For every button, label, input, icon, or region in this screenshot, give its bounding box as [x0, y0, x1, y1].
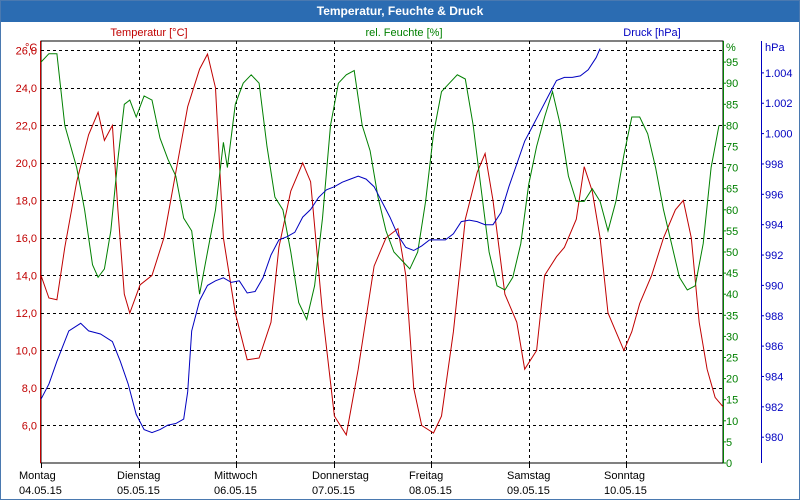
humidity-tick-label: 50 [726, 247, 738, 259]
temperature-tick-label: 24,0 [16, 83, 37, 95]
humidity-tick-label: 80 [726, 120, 738, 132]
pressure-tick-label: 990 [765, 280, 783, 292]
humidity-tick-label: 30 [726, 331, 738, 343]
pressure-tick-label: 1.000 [765, 129, 793, 141]
chart-title: Temperatur, Feuchte & Druck [1, 1, 799, 22]
temperature-axis-title: Temperatur [°C] [110, 27, 187, 39]
humidity-tick-label: 0 [726, 458, 732, 470]
humidity-tick-label: 10 [726, 416, 738, 428]
temperature-tick-label: 22,0 [16, 120, 37, 132]
pressure-series-line [40, 48, 601, 434]
temperature-series-line [40, 52, 724, 437]
humidity-tick-label: 25 [726, 353, 738, 365]
date-label: 10.05.15 [604, 485, 647, 497]
date-label: 05.05.15 [117, 485, 160, 497]
temperature-tick-label: 10,0 [16, 345, 37, 357]
humidity-tick-label: 70 [726, 163, 738, 175]
pressure-tick-label: 998 [765, 159, 783, 171]
temperature-tick-label: 26,0 [16, 45, 37, 57]
humidity-tick-label: 90 [726, 78, 738, 90]
humidity-tick-label: 60 [726, 205, 738, 217]
humidity-tick-label: 75 [726, 142, 738, 154]
humidity-tick-label: 35 [726, 310, 738, 322]
humidity-tick-label: 65 [726, 184, 738, 196]
day-label: Sonntag [604, 470, 645, 482]
humidity-tick-label: 55 [726, 226, 738, 238]
day-label: Montag [19, 470, 56, 482]
temperature-tick-label: 6,0 [22, 420, 37, 432]
pressure-tick-label: 980 [765, 432, 783, 444]
pressure-tick-label: 984 [765, 371, 783, 383]
pressure-axis-title: Druck [hPa] [623, 27, 680, 39]
temperature-tick-label: 16,0 [16, 233, 37, 245]
date-label: 07.05.15 [312, 485, 355, 497]
humidity-series-line [40, 53, 720, 322]
date-label: 06.05.15 [214, 485, 257, 497]
plot-area [40, 40, 724, 464]
humidity-tick-label: 5 [726, 437, 732, 449]
day-label: Freitag [409, 470, 443, 482]
temperature-unit-label: °C [25, 42, 37, 54]
pressure-tick-label: 986 [765, 341, 783, 353]
humidity-tick-label: 85 [726, 99, 738, 111]
pressure-tick-label: 994 [765, 220, 783, 232]
day-label: Mittwoch [214, 470, 257, 482]
pressure-tick-label: 982 [765, 402, 783, 414]
temperature-tick-label: 12,0 [16, 308, 37, 320]
temperature-tick-label: 18,0 [16, 195, 37, 207]
pressure-tick-label: 996 [765, 189, 783, 201]
humidity-tick-label: 20 [726, 374, 738, 386]
pressure-unit-label: hPa [765, 42, 785, 54]
day-label: Samstag [507, 470, 550, 482]
day-label: Dienstag [117, 470, 160, 482]
day-label: Donnerstag [312, 470, 369, 482]
humidity-tick-label: 95 [726, 57, 738, 69]
humidity-axis-title: rel. Feuchte [%] [365, 27, 442, 39]
humidity-tick-label: 15 [726, 395, 738, 407]
temperature-tick-label: 8,0 [22, 383, 37, 395]
date-label: 08.05.15 [409, 485, 452, 497]
pressure-tick-label: 1.004 [765, 68, 793, 80]
humidity-tick-label: 45 [726, 268, 738, 280]
date-label: 04.05.15 [19, 485, 62, 497]
pressure-tick-label: 1.002 [765, 98, 793, 110]
temperature-tick-label: 20,0 [16, 158, 37, 170]
pressure-tick-label: 988 [765, 311, 783, 323]
date-label: 09.05.15 [507, 485, 550, 497]
temperature-tick-label: 14,0 [16, 270, 37, 282]
humidity-unit-label: % [726, 42, 736, 54]
humidity-tick-label: 40 [726, 289, 738, 301]
pressure-tick-label: 992 [765, 250, 783, 262]
